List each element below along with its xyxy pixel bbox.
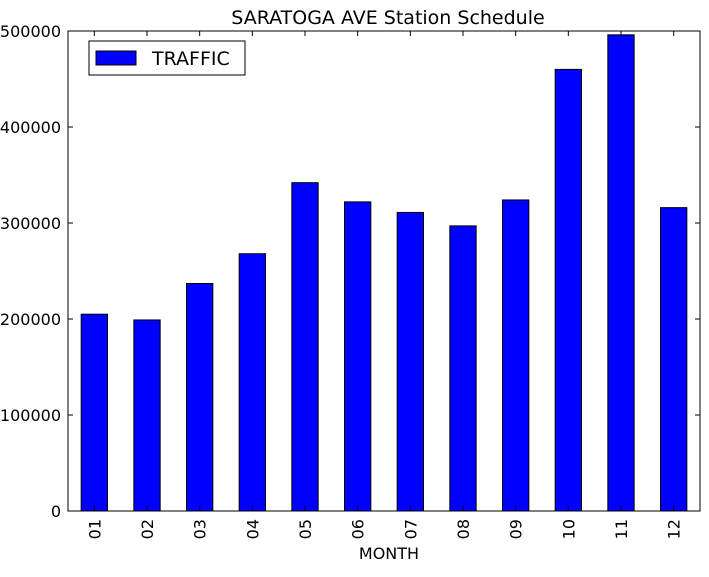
x-tick-label: 06 (349, 519, 368, 539)
legend-label-traffic: TRAFFIC (151, 48, 230, 70)
legend: TRAFFIC (88, 40, 246, 76)
axis-layer: 01 02 03 04 05 06 07 08 09 10 11 12 0 100000 200000 300… (0, 22, 700, 539)
bar-07 (396, 211, 425, 512)
bar-03 (186, 282, 214, 512)
y-tick-label: 400000 (0, 118, 61, 137)
x-tick-label: 04 (243, 519, 262, 539)
y-tick-label: 200000 (0, 310, 61, 329)
bar-05 (291, 182, 319, 512)
y-tick-label: 300000 (0, 214, 61, 233)
x-tick-label: 07 (401, 519, 420, 539)
bars-layer (80, 34, 688, 512)
bar-06 (344, 201, 372, 512)
bar-04 (238, 253, 266, 512)
bar-08 (449, 225, 477, 512)
y-tick-label: 500000 (0, 22, 61, 41)
x-tick-label: 12 (665, 519, 684, 539)
x-tick-label: 08 (454, 519, 473, 539)
x-tick-label: 09 (507, 519, 526, 539)
x-tick-label: 05 (296, 519, 315, 539)
bar-12 (660, 207, 688, 512)
bar-11 (607, 34, 635, 512)
bar-02 (133, 319, 161, 512)
x-tick-label: 10 (559, 519, 578, 539)
bar-01 (80, 313, 108, 512)
x-tick-label: 01 (85, 519, 104, 539)
x-tick-label: 11 (612, 519, 631, 539)
legend-swatch-traffic (95, 50, 137, 66)
plot-frame (67, 30, 701, 512)
chart-title: SARATOGA AVE Station Schedule (231, 7, 544, 29)
y-tick-label: 100000 (0, 406, 61, 425)
x-axis-label: MONTH (359, 544, 419, 563)
bar-10 (554, 68, 582, 512)
x-tick-label: 02 (138, 519, 157, 539)
x-tick-label: 03 (191, 519, 210, 539)
bar-09 (502, 199, 530, 512)
y-tick-label: 0 (51, 502, 61, 521)
